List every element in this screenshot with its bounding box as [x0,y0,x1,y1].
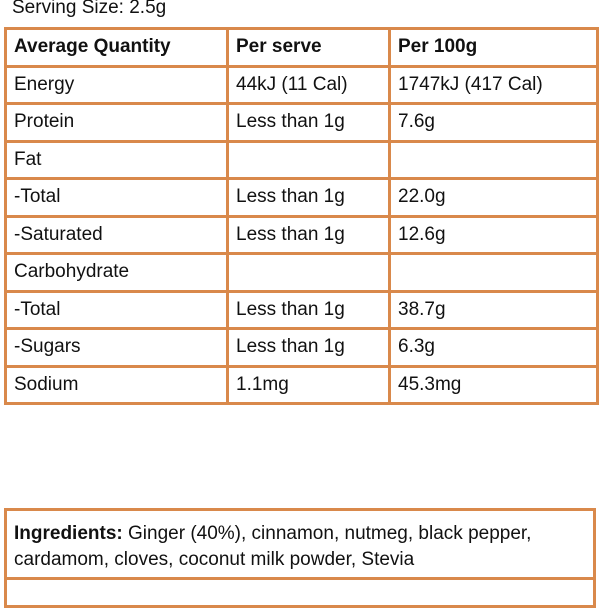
row-label: -Sugars [4,327,229,368]
per-serve-value: Less than 1g [226,289,391,330]
per-100g-value: 45.3mg [388,364,599,405]
table-row: Energy 44kJ (11 Cal) 1747kJ (417 Cal) [4,64,599,105]
row-label: Fat [4,139,229,180]
per-serve-value [226,252,391,293]
row-label: Protein [4,102,229,143]
per-serve-value: Less than 1g [226,327,391,368]
per-serve-value: Less than 1g [226,214,391,255]
per-100g-value: 22.0g [388,177,599,218]
per-100g-value [388,252,599,293]
table-header-row: Average Quantity Per serve Per 100g [4,27,599,68]
row-label: -Total [4,177,229,218]
table-row: -Sugars Less than 1g 6.3g [4,327,599,368]
per-serve-value: Less than 1g [226,177,391,218]
table-row: Sodium 1.1mg 45.3mg [4,364,599,405]
per-100g-value: 12.6g [388,214,599,255]
nutrition-table: Average Quantity Per serve Per 100g Ener… [4,27,599,405]
row-label: -Saturated [4,214,229,255]
ingredients-box: Ingredients: Ginger (40%), cinnamon, nut… [4,508,596,608]
per-serve-value: Less than 1g [226,102,391,143]
table-row: -Saturated Less than 1g 12.6g [4,214,599,255]
header-per-100g: Per 100g [388,27,599,68]
row-label: Energy [4,64,229,105]
ingredients-list: Ginger (40%), cinnamon, nutmeg, black pe… [14,523,532,570]
serving-size: Serving Size: 2.5g [12,0,167,18]
table-row: Fat [4,139,599,180]
ingredients-divider [7,577,593,580]
per-100g-value: 38.7g [388,289,599,330]
row-label: Carbohydrate [4,252,229,293]
row-label: -Total [4,289,229,330]
per-serve-value: 1.1mg [226,364,391,405]
per-serve-value: 44kJ (11 Cal) [226,64,391,105]
row-label: Sodium [4,364,229,405]
table-row: Protein Less than 1g 7.6g [4,102,599,143]
per-100g-value: 1747kJ (417 Cal) [388,64,599,105]
per-serve-value [226,139,391,180]
ingredients-text: Ingredients: Ginger (40%), cinnamon, nut… [14,521,586,573]
header-average-quantity: Average Quantity [4,27,229,68]
per-100g-value [388,139,599,180]
table-row: -Total Less than 1g 38.7g [4,289,599,330]
table-row: Carbohydrate [4,252,599,293]
per-100g-value: 7.6g [388,102,599,143]
header-per-serve: Per serve [226,27,391,68]
per-100g-value: 6.3g [388,327,599,368]
ingredients-label: Ingredients: [14,523,123,544]
table-row: -Total Less than 1g 22.0g [4,177,599,218]
